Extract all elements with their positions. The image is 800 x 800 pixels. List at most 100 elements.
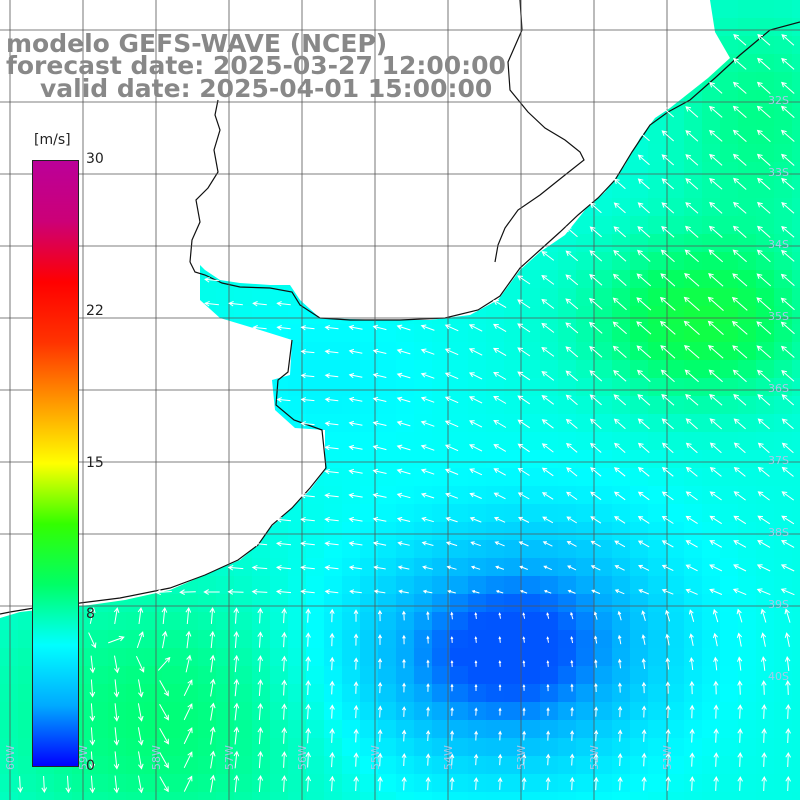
field-cell	[540, 486, 559, 505]
wind-arrow	[546, 707, 550, 716]
field-cell	[558, 666, 577, 685]
wind-arrow	[661, 202, 675, 214]
wind-arrow	[305, 656, 311, 671]
wind-arrow	[785, 775, 791, 792]
field-cell	[774, 90, 793, 109]
wind-arrow	[444, 444, 459, 452]
field-cell	[252, 738, 271, 757]
field-cell	[396, 684, 415, 703]
wind-arrow	[305, 775, 312, 792]
field-cell	[216, 702, 235, 721]
field-cell	[234, 288, 253, 307]
wind-arrow	[637, 394, 651, 406]
wind-arrow	[709, 81, 723, 94]
field-cell	[666, 612, 685, 631]
field-cell	[756, 306, 775, 325]
field-cell	[414, 684, 433, 703]
coastline	[0, 0, 800, 615]
wind-arrow	[493, 323, 507, 333]
wind-arrow	[709, 491, 722, 501]
field-cell	[504, 792, 523, 800]
field-cell	[738, 252, 757, 271]
wind-arrow	[660, 345, 676, 359]
field-cell	[558, 360, 577, 379]
wind-arrow	[281, 775, 288, 792]
field-cell	[468, 504, 487, 523]
field-cell	[468, 738, 487, 757]
longitude-label: 52W	[588, 745, 601, 770]
field-cell	[756, 396, 775, 415]
wind-arrow	[733, 201, 747, 214]
wind-arrow	[474, 660, 478, 667]
wind-arrow	[498, 612, 502, 619]
wind-arrow	[594, 706, 599, 717]
wind-arrow	[420, 348, 435, 355]
wind-arrow	[781, 153, 795, 166]
wind-arrow	[449, 753, 455, 766]
wind-arrow	[159, 776, 169, 793]
wind-arrow	[780, 345, 795, 358]
wind-arrow	[637, 540, 650, 548]
wind-arrow	[590, 565, 601, 571]
field-cell	[540, 666, 559, 685]
wind-arrow	[281, 679, 288, 696]
field-cell	[90, 792, 109, 800]
wind-arrow	[661, 491, 674, 501]
wind-arrow	[689, 776, 695, 791]
field-cell	[126, 738, 145, 757]
field-cell	[18, 792, 37, 800]
field-cell	[576, 378, 595, 397]
field-cell	[414, 756, 433, 775]
field-cell	[360, 414, 379, 433]
field-cell	[432, 522, 451, 541]
field-cell	[198, 756, 217, 775]
field-cell	[342, 774, 361, 793]
wind-arrow	[661, 540, 674, 548]
field-cell	[666, 126, 685, 145]
field-cell	[738, 684, 757, 703]
field-cell	[648, 720, 667, 739]
field-cell	[576, 720, 595, 739]
wind-arrow	[300, 349, 315, 355]
wind-arrow	[661, 178, 675, 190]
wind-arrow	[685, 225, 699, 238]
field-cell	[342, 360, 361, 379]
field-cell	[792, 324, 800, 343]
field-cell	[288, 666, 307, 685]
wind-arrow	[300, 492, 315, 499]
wind-arrow	[570, 706, 574, 717]
field-cell	[738, 612, 757, 631]
wind-arrow	[541, 322, 555, 333]
field-cell	[378, 486, 397, 505]
wind-arrow	[757, 177, 771, 190]
field-cell	[342, 396, 361, 415]
wind-arrow	[613, 250, 627, 262]
wind-arrow	[348, 492, 363, 499]
field-cell	[198, 288, 217, 307]
wind-arrow	[569, 753, 575, 766]
field-cell	[774, 306, 793, 325]
field-cell	[666, 666, 685, 685]
field-cell	[306, 792, 325, 800]
wind-arrow	[636, 297, 652, 311]
field-cell	[558, 468, 577, 487]
field-cell	[630, 720, 649, 739]
wind-arrow	[468, 348, 483, 356]
wind-arrow	[641, 610, 646, 621]
field-cell	[594, 234, 613, 253]
wind-arrow	[257, 679, 264, 696]
field-cell	[702, 648, 721, 667]
field-cell	[792, 648, 800, 667]
wind-arrow	[276, 325, 291, 331]
field-cell	[594, 612, 613, 631]
wind-arrow	[566, 442, 578, 453]
field-cell	[792, 162, 800, 181]
field-cell	[738, 288, 757, 307]
wind-arrow	[732, 105, 747, 118]
field-cell	[360, 342, 379, 361]
field-cell	[396, 666, 415, 685]
field-cell	[522, 792, 541, 800]
wind-arrow	[89, 655, 96, 674]
field-cell	[774, 180, 793, 199]
field-cell	[612, 504, 631, 523]
